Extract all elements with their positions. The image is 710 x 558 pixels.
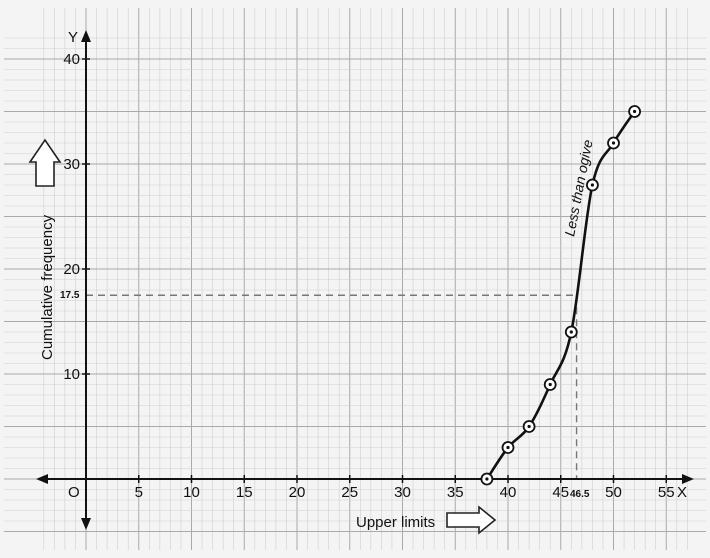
y-tick-label: 10: [63, 366, 80, 383]
series: [480, 105, 641, 486]
x-tick-label: 10: [183, 484, 200, 501]
x-tick-label: 50: [605, 484, 622, 501]
data-point-center: [569, 330, 573, 334]
origin-label: O: [68, 484, 80, 501]
y-tick-label: 40: [63, 51, 80, 68]
y-tick-label: 20: [63, 261, 80, 278]
x-tick-label: 55: [658, 484, 675, 501]
data-point-center: [548, 382, 552, 387]
x-tick-label: 45: [552, 484, 569, 501]
x-tick-label: 20: [289, 484, 306, 501]
ticks: 5 10 15 20 25 30 35 40 45 50 55 10 20 30 40: [63, 51, 674, 501]
median-x-label: 46.5: [570, 489, 590, 500]
x-tick-label: 40: [500, 484, 517, 501]
data-point-center: [485, 477, 489, 481]
median-guides: [86, 294, 578, 479]
right-arrow-icon: [446, 505, 497, 535]
grid: [4, 8, 706, 550]
up-arrow-icon: [28, 138, 62, 187]
x-axis-right-arrow-icon: [682, 474, 694, 484]
y-axis-title-group: Cumulative frequency: [28, 138, 62, 360]
y-axis-letter: Y: [68, 29, 78, 46]
x-tick-label: 5: [135, 484, 143, 501]
y-axis-up-arrow-icon: [81, 30, 91, 42]
axes: [36, 30, 694, 530]
y-axis-title: Cumulative frequency: [39, 214, 56, 360]
data-point-center: [590, 183, 595, 187]
x-tick-label: 15: [236, 484, 253, 501]
data-point-center: [611, 141, 616, 145]
median-y-label: 17.5: [60, 290, 80, 301]
data-point-center: [527, 424, 531, 429]
data-point-center: [633, 109, 637, 114]
x-axis-title: Upper limits: [356, 514, 435, 531]
data-point-center: [506, 445, 510, 450]
x-axis-letter: X: [677, 484, 687, 501]
x-tick-label: 35: [447, 484, 464, 501]
x-tick-label: 25: [341, 484, 358, 501]
y-tick-label: 30: [63, 156, 80, 173]
x-tick-label: 30: [394, 484, 411, 501]
y-axis-down-arrow-icon: [81, 518, 91, 530]
x-axis-title-group: Upper limits: [356, 505, 497, 535]
x-axis-left-arrow-icon: [36, 474, 48, 484]
